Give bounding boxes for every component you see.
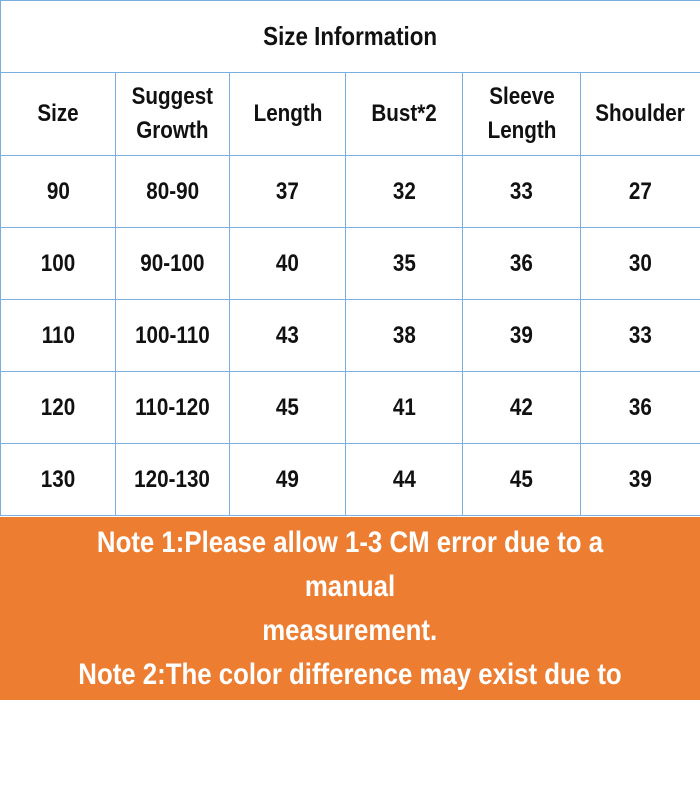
header-suggest-growth: Suggest Growth [116,73,230,156]
table-cell: 33 [581,300,700,372]
table-cell: 120-130 [116,444,230,516]
header-shoulder: Shoulder [581,73,700,156]
note-2-line-2: monitor display. [251,741,448,785]
header-size: Size [1,73,116,156]
size-table: Size Information Size Suggest Growth Len… [0,0,700,516]
table-cell: 90 [1,156,116,228]
header-bust: Bust*2 [346,73,463,156]
table-cell: 43 [230,300,346,372]
table-cell: 100 [1,228,116,300]
table-cell: 110-120 [116,372,230,444]
table-cell: 120 [1,372,116,444]
table-cell: 130 [1,444,116,516]
note-2-line-1: Note 2:The color difference may exist du… [49,653,651,741]
table-cell: 39 [463,300,581,372]
header-row: Size Suggest Growth Length Bust*2 Sleeve… [1,73,700,156]
table-cell: 27 [581,156,700,228]
table-cell: 90-100 [116,228,230,300]
table-cell: 39 [581,444,700,516]
table-title: Size Information [1,1,700,73]
table-cell: 35 [346,228,463,300]
table-cell: 45 [463,444,581,516]
note-1-line-2: measurement. [263,609,438,653]
table-cell: 45 [230,372,346,444]
table-cell: 40 [230,228,346,300]
table-cell: 110 [1,300,116,372]
table-cell: 80-90 [116,156,230,228]
note-1-line-1: Note 1:Please allow 1-3 CM error due to … [49,521,651,609]
table-cell: 38 [346,300,463,372]
table-cell: 37 [230,156,346,228]
table-cell: 36 [581,372,700,444]
table-cell: 33 [463,156,581,228]
header-sleeve-length: Sleeve Length [463,73,581,156]
table-cell: 100-110 [116,300,230,372]
header-length: Length [230,73,346,156]
table-cell: 30 [581,228,700,300]
table-cell: 32 [346,156,463,228]
table-cell: 36 [463,228,581,300]
table-cell: 42 [463,372,581,444]
table-cell: 44 [346,444,463,516]
notes-panel: Note 1:Please allow 1-3 CM error due to … [0,517,700,700]
table-cell: 49 [230,444,346,516]
table-cell: 41 [346,372,463,444]
